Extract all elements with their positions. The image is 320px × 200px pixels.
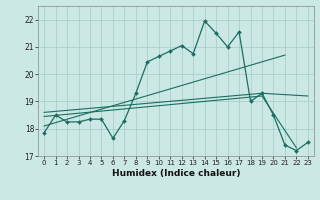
X-axis label: Humidex (Indice chaleur): Humidex (Indice chaleur) xyxy=(112,169,240,178)
